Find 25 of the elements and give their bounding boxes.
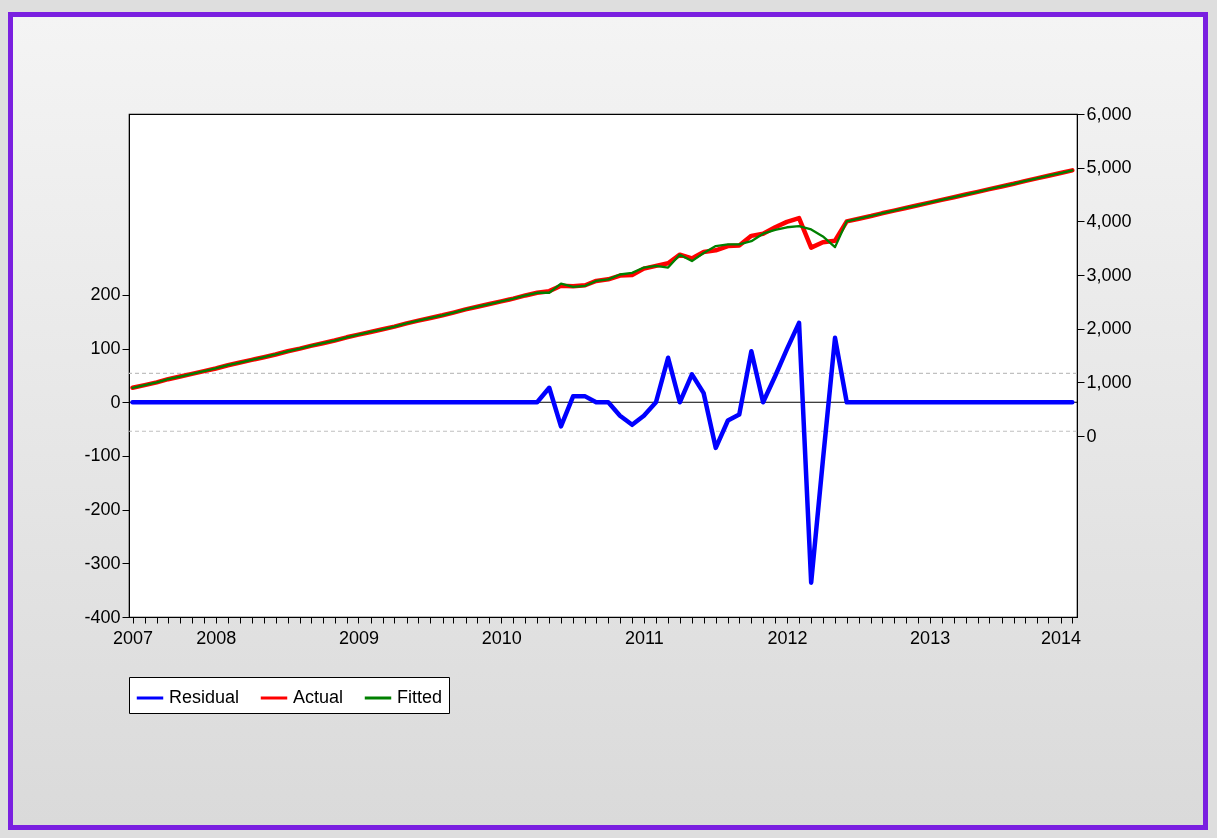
- y-tick-label: -100: [84, 445, 121, 466]
- y-tick-label: -200: [84, 499, 121, 520]
- legend-label: Fitted: [397, 687, 443, 707]
- y2-tick-label: 3,000: [1086, 264, 1132, 285]
- y2-tick-label: 4,000: [1086, 210, 1132, 231]
- x-tick-label: 2009: [338, 627, 379, 648]
- y-tick-label: -400: [84, 606, 121, 627]
- x-tick-label: 2013: [910, 627, 951, 648]
- y2-tick-label: 5,000: [1086, 157, 1132, 178]
- y2-tick-label: 0: [1086, 425, 1097, 446]
- legend-label: Actual: [293, 687, 344, 707]
- x-tick-label: 2008: [196, 627, 237, 648]
- legend-label: Residual: [169, 687, 240, 707]
- y-tick-label: -300: [84, 552, 121, 573]
- y2-tick-label: 2,000: [1086, 318, 1132, 339]
- x-tick-label: 2010: [481, 627, 522, 648]
- y-tick-label: 100: [90, 338, 121, 359]
- x-tick-label: 2014: [1041, 627, 1082, 648]
- x-tick-label: 2011: [624, 627, 664, 648]
- y-tick-label: 200: [90, 284, 121, 305]
- x-tick-label: 2012: [767, 627, 808, 648]
- y2-tick-label: 6,000: [1086, 103, 1132, 124]
- x-tick-label: 2007: [112, 627, 154, 648]
- y2-tick-label: 1,000: [1086, 371, 1132, 392]
- y-tick-label: 0: [110, 391, 121, 412]
